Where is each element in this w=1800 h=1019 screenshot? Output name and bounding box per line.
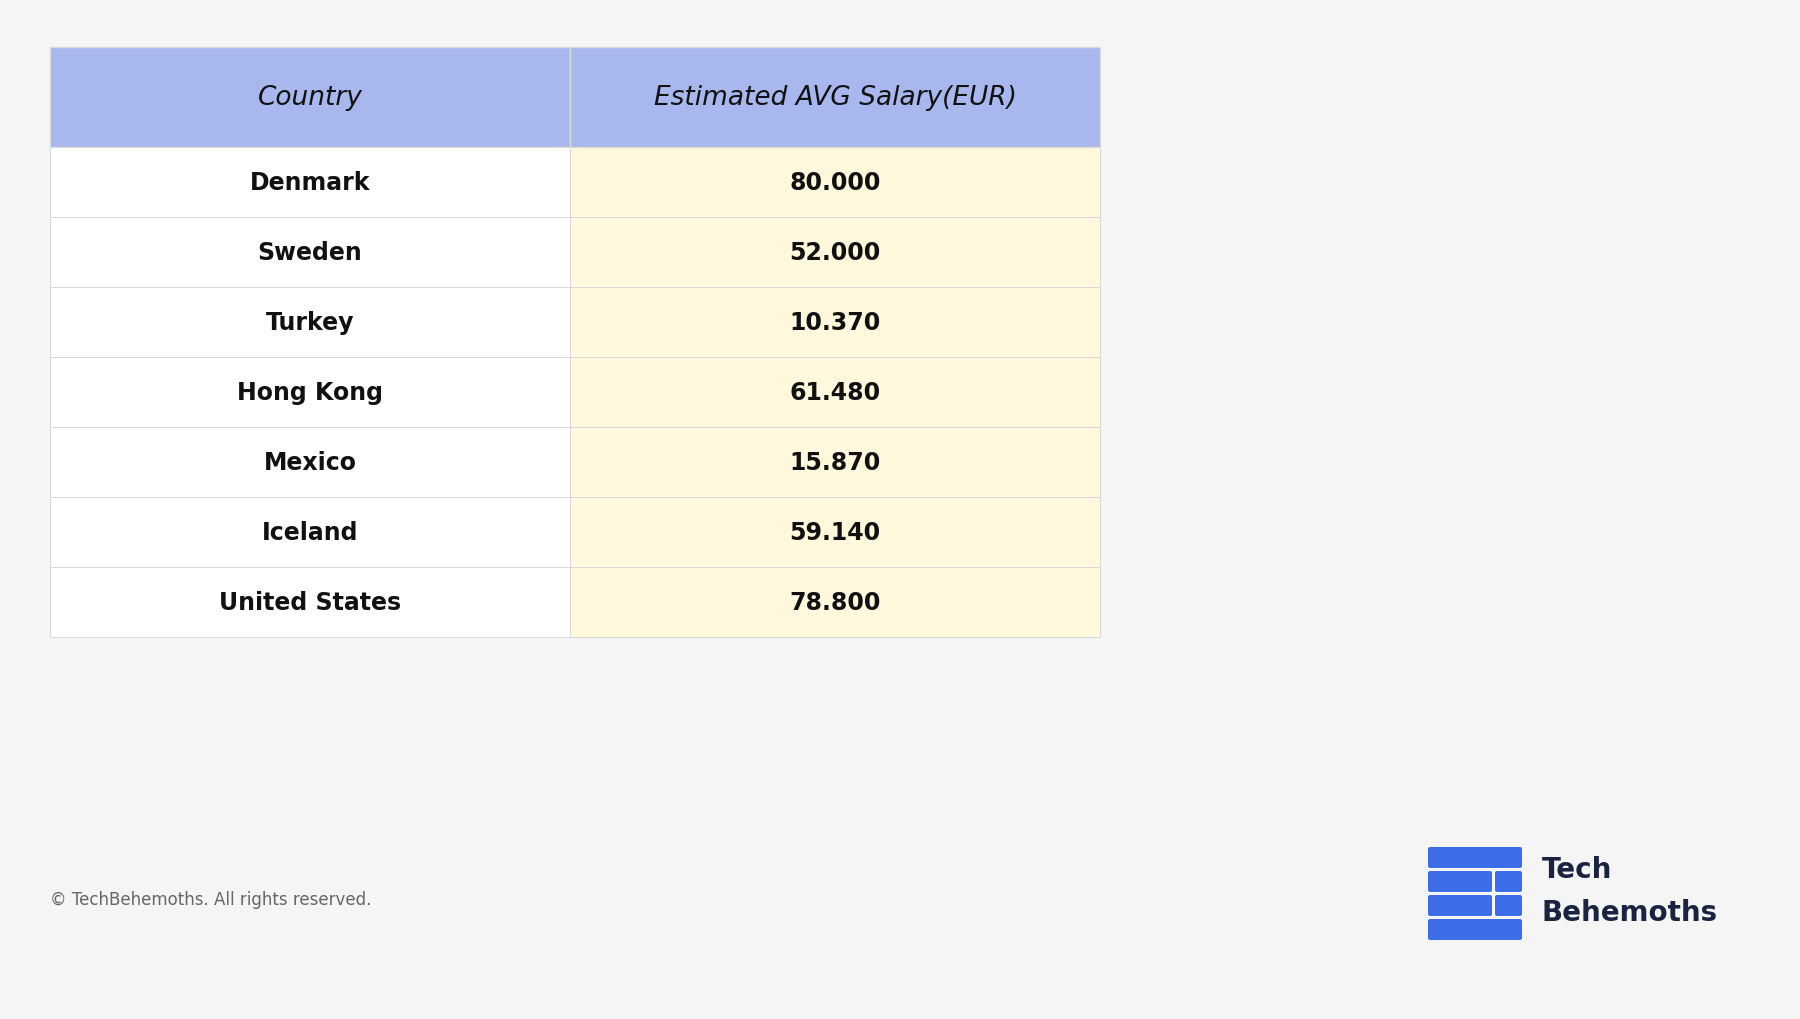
Bar xyxy=(571,48,1100,148)
Bar xyxy=(571,568,1100,637)
Bar xyxy=(571,148,1100,218)
Text: Hong Kong: Hong Kong xyxy=(238,381,383,405)
Bar xyxy=(50,48,571,148)
FancyBboxPatch shape xyxy=(1427,871,1492,892)
Text: 15.870: 15.870 xyxy=(790,450,880,475)
Text: 61.480: 61.480 xyxy=(790,381,880,405)
FancyBboxPatch shape xyxy=(1496,895,1523,916)
Text: © TechBehemoths. All rights reserved.: © TechBehemoths. All rights reserved. xyxy=(50,891,371,908)
Text: 52.000: 52.000 xyxy=(790,240,880,265)
Bar xyxy=(571,287,1100,358)
Text: Estimated AVG Salary(EUR): Estimated AVG Salary(EUR) xyxy=(653,85,1017,111)
Text: Mexico: Mexico xyxy=(263,450,356,475)
FancyBboxPatch shape xyxy=(1427,847,1523,868)
Bar xyxy=(50,218,571,287)
Bar xyxy=(571,497,1100,568)
Text: Tech: Tech xyxy=(1543,856,1613,883)
Text: United States: United States xyxy=(220,590,401,614)
Text: 10.370: 10.370 xyxy=(790,311,880,334)
Bar xyxy=(571,218,1100,287)
Bar xyxy=(50,287,571,358)
FancyBboxPatch shape xyxy=(1427,895,1492,916)
Text: 59.140: 59.140 xyxy=(790,521,880,544)
Text: 78.800: 78.800 xyxy=(790,590,880,614)
FancyBboxPatch shape xyxy=(1496,871,1523,892)
Text: Turkey: Turkey xyxy=(266,311,355,334)
Text: 80.000: 80.000 xyxy=(790,171,880,195)
Text: Sweden: Sweden xyxy=(257,240,362,265)
Bar xyxy=(50,568,571,637)
Bar xyxy=(50,497,571,568)
Bar xyxy=(50,148,571,218)
Bar xyxy=(571,428,1100,497)
Text: Behemoths: Behemoths xyxy=(1543,899,1719,926)
Text: Iceland: Iceland xyxy=(261,521,358,544)
FancyBboxPatch shape xyxy=(1427,919,1523,941)
Bar xyxy=(50,428,571,497)
Text: Denmark: Denmark xyxy=(250,171,371,195)
Bar xyxy=(571,358,1100,428)
Text: Country: Country xyxy=(257,85,362,111)
Bar xyxy=(50,358,571,428)
